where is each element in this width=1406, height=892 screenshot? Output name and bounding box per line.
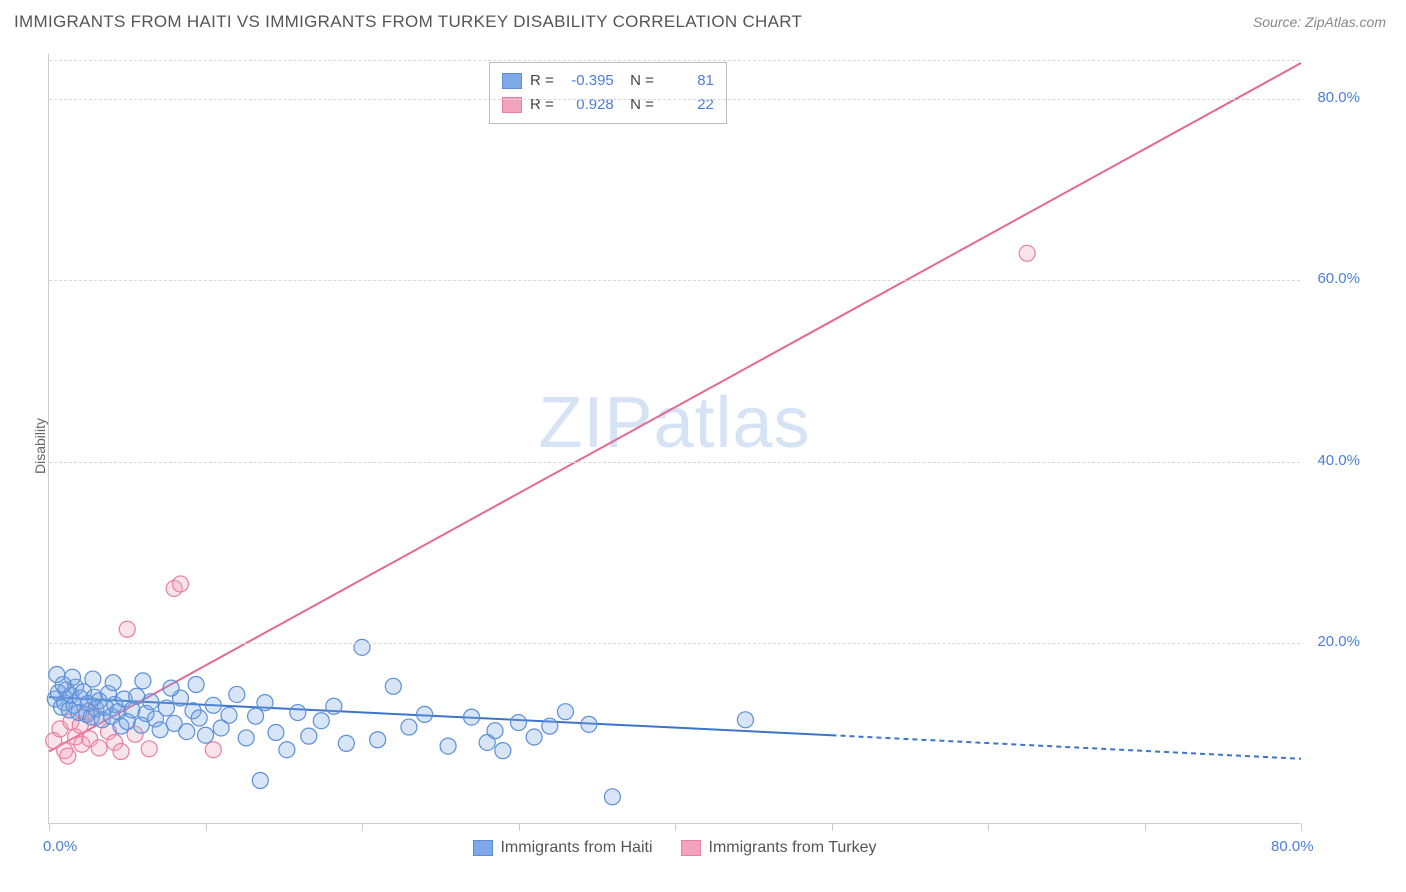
scatter-plot: ZIPatlas R = -0.395 N = 81 R = 0.928 N =…	[48, 54, 1300, 824]
trend-line	[832, 735, 1302, 759]
gridline-h	[49, 643, 1300, 644]
correlation-legend: R = -0.395 N = 81 R = 0.928 N = 22	[489, 62, 727, 124]
x-tick	[206, 823, 207, 831]
legend-row-haiti: R = -0.395 N = 81	[502, 69, 714, 93]
point-haiti	[581, 716, 597, 732]
legend-row-turkey: R = 0.928 N = 22	[502, 93, 714, 117]
point-turkey	[141, 741, 157, 757]
point-haiti	[257, 695, 273, 711]
y-tick-label: 20.0%	[1317, 633, 1360, 650]
point-haiti	[221, 707, 237, 723]
x-tick-label: 0.0%	[43, 838, 77, 855]
legend-item-turkey: Immigrants from Turkey	[681, 839, 877, 857]
x-tick	[1301, 823, 1302, 831]
point-haiti	[85, 671, 101, 687]
gridline-h	[49, 99, 1300, 100]
point-haiti	[511, 715, 527, 731]
x-tick	[832, 823, 833, 831]
point-haiti	[158, 700, 174, 716]
point-haiti	[248, 708, 264, 724]
point-haiti	[385, 678, 401, 694]
point-haiti	[191, 710, 207, 726]
point-turkey	[205, 742, 221, 758]
source-attribution: Source: ZipAtlas.com	[1253, 14, 1386, 30]
point-haiti	[49, 667, 65, 683]
point-haiti	[279, 742, 295, 758]
x-tick	[362, 823, 363, 831]
chart-title: IMMIGRANTS FROM HAITI VS IMMIGRANTS FROM…	[14, 12, 802, 32]
point-turkey	[91, 740, 107, 756]
legend-item-haiti: Immigrants from Haiti	[472, 839, 652, 857]
legend-swatch-haiti	[502, 73, 522, 89]
gridline-h	[49, 280, 1300, 281]
trend-line	[49, 63, 1301, 751]
point-haiti	[188, 676, 204, 692]
y-axis-label: Disability	[32, 418, 48, 474]
y-tick-label: 60.0%	[1317, 270, 1360, 287]
point-haiti	[205, 697, 221, 713]
point-haiti	[252, 773, 268, 789]
legend-swatch-haiti-bottom	[472, 840, 492, 856]
point-haiti	[604, 789, 620, 805]
point-haiti	[370, 732, 386, 748]
point-haiti	[526, 729, 542, 745]
point-haiti	[557, 704, 573, 720]
point-haiti	[268, 725, 284, 741]
point-haiti	[163, 680, 179, 696]
point-haiti	[179, 724, 195, 740]
point-haiti	[401, 719, 417, 735]
point-haiti	[326, 698, 342, 714]
point-turkey	[60, 748, 76, 764]
point-turkey	[1019, 245, 1035, 261]
legend-label-haiti: Immigrants from Haiti	[500, 839, 652, 857]
y-tick-label: 80.0%	[1317, 89, 1360, 106]
point-haiti	[354, 639, 370, 655]
point-haiti	[229, 686, 245, 702]
point-haiti	[542, 718, 558, 734]
point-haiti	[487, 723, 503, 739]
point-haiti	[198, 727, 214, 743]
gridline-h	[49, 60, 1300, 61]
point-haiti	[135, 673, 151, 689]
point-haiti	[737, 712, 753, 728]
x-tick	[988, 823, 989, 831]
point-turkey	[113, 744, 129, 760]
gridline-h	[49, 462, 1300, 463]
legend-swatch-turkey-bottom	[681, 840, 701, 856]
point-haiti	[338, 735, 354, 751]
point-haiti	[290, 705, 306, 721]
point-haiti	[313, 713, 329, 729]
x-tick	[1145, 823, 1146, 831]
x-tick	[49, 823, 50, 831]
point-haiti	[301, 728, 317, 744]
legend-label-turkey: Immigrants from Turkey	[709, 839, 877, 857]
point-haiti	[143, 694, 159, 710]
point-turkey	[172, 576, 188, 592]
point-haiti	[464, 709, 480, 725]
point-haiti	[440, 738, 456, 754]
y-tick-label: 40.0%	[1317, 452, 1360, 469]
x-tick	[519, 823, 520, 831]
point-haiti	[495, 743, 511, 759]
series-legend: Immigrants from Haiti Immigrants from Tu…	[472, 839, 876, 857]
x-tick-label: 80.0%	[1271, 838, 1314, 855]
plot-svg	[49, 54, 1301, 824]
point-haiti	[238, 730, 254, 746]
x-tick	[675, 823, 676, 831]
point-turkey	[119, 621, 135, 637]
point-haiti	[417, 706, 433, 722]
point-haiti	[105, 675, 121, 691]
